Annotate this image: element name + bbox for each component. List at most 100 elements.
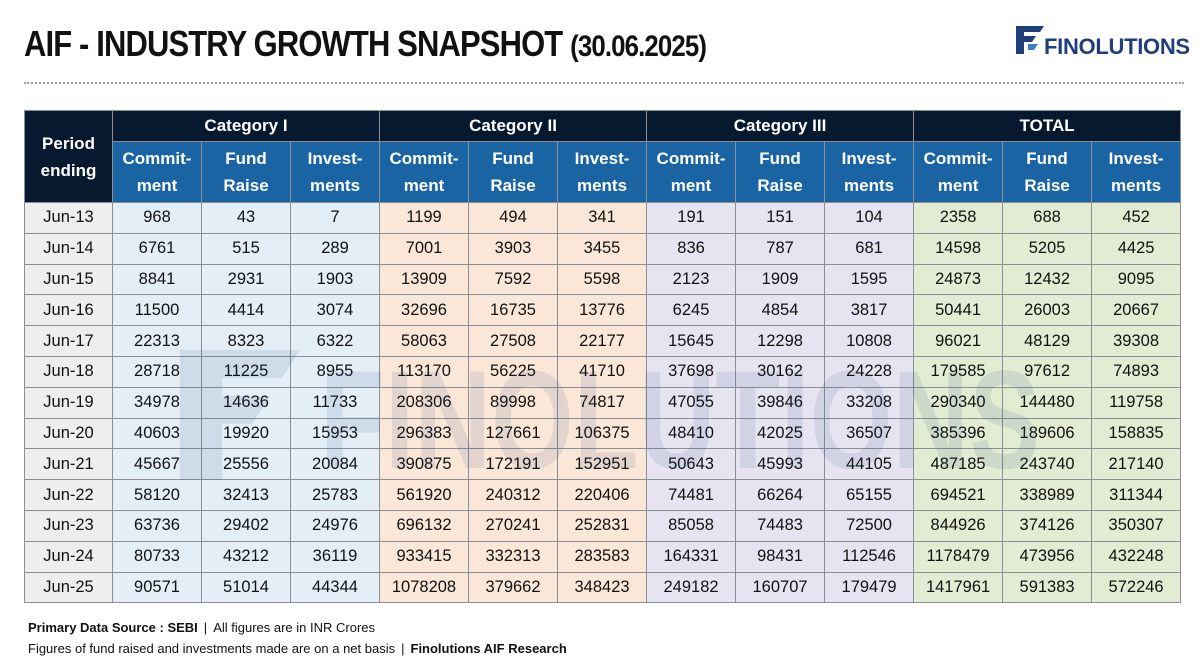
cat1-commitment-cell: 968 xyxy=(112,202,202,234)
cat3-commitment-cell: 836 xyxy=(646,232,737,265)
cat3-fund-raise-cell: 4854 xyxy=(735,294,826,327)
cat2-investments-cell: 348423 xyxy=(556,571,648,604)
total-commitment-header: Commit-ment xyxy=(913,141,1004,203)
cat3-fund-raise-cell: 787 xyxy=(735,232,826,265)
total-commitment-cell: 14598 xyxy=(913,232,1004,265)
subheader-line: ment xyxy=(670,176,712,195)
cat2-fund-raise-cell: 240312 xyxy=(468,479,558,511)
cat3-fund-raise-cell: 42025 xyxy=(735,417,826,450)
period-header-line-1: Period xyxy=(42,133,95,153)
total-investments-cell: 158835 xyxy=(1091,417,1182,450)
cat1-fund-raise-cell: 29402 xyxy=(201,509,291,542)
cat2-fund-raise-cell: 270241 xyxy=(468,509,558,542)
cat3-investments-cell: 1595 xyxy=(824,263,915,296)
cat1-investments-cell: 44344 xyxy=(290,571,380,604)
cat3-investments-cell: 72500 xyxy=(824,509,915,542)
cat1-fund-raise-cell: 43 xyxy=(201,202,291,234)
total-commitment-cell: 1178479 xyxy=(913,540,1004,573)
total-investments-cell: 350307 xyxy=(1091,509,1182,542)
cat1-commitment-cell: 28718 xyxy=(112,355,202,388)
cat3-fund-raise-cell: 98431 xyxy=(735,540,826,573)
cat1-fund-raise-cell: 32413 xyxy=(201,479,291,511)
cat3-commitment-cell: 2123 xyxy=(646,263,737,296)
total-fund-raise-cell: 97612 xyxy=(1002,355,1093,388)
table-row: Jun-22 58120 32413 25783 561920 240312 220406 7… xyxy=(24,479,1182,511)
table-row: Jun-24 80733 43212 36119 933415 332313 283583 1… xyxy=(24,540,1182,573)
period-cell: Jun-14 xyxy=(24,232,113,265)
cat2-fund-raise-cell: 332313 xyxy=(468,540,558,573)
total-investments-cell: 74893 xyxy=(1091,355,1182,388)
title-date: (30.06.2025) xyxy=(570,30,707,63)
table-row: Jun-25 90571 51014 44344 1078208 379662 348423… xyxy=(24,571,1182,604)
period-header-line-2: ending xyxy=(40,160,97,180)
cat2-investments-cell: 220406 xyxy=(556,479,648,511)
table-row: Jun-15 8841 2931 1903 13909 7592 5598 2123 1909 1… xyxy=(24,263,1182,296)
period-cell: Jun-17 xyxy=(24,325,113,357)
cat2-commitment-header: Commit-ment xyxy=(379,141,469,203)
aif-growth-table: Period ending Category I Category II Cat… xyxy=(24,110,1182,604)
table-row: Jun-14 6761 515 289 7001 3903 3455 836 787 681 145… xyxy=(24,232,1182,265)
subheader-line: Invest- xyxy=(574,149,630,168)
period-header: Period ending xyxy=(24,110,113,203)
cat1-fund-raise-cell: 2931 xyxy=(201,263,291,296)
cat1-investments-header: Invest-ments xyxy=(290,141,380,203)
cat2-commitment-cell: 296383 xyxy=(379,417,469,450)
period-cell: Jun-13 xyxy=(24,202,113,234)
table-row: Jun-19 34978 14636 11733 208306 89998 74817 470… xyxy=(24,386,1182,419)
cat1-commitment-cell: 90571 xyxy=(112,571,202,604)
period-cell: Jun-23 xyxy=(24,509,113,542)
subheader-line: ment xyxy=(403,176,445,195)
cat3-commitment-cell: 37698 xyxy=(646,355,737,388)
research-label: Finolutions AIF Research xyxy=(410,641,567,656)
cat2-fund-raise-cell: 127661 xyxy=(468,417,558,450)
total-header: TOTAL xyxy=(913,110,1182,142)
cat3-commitment-cell: 191 xyxy=(646,202,737,234)
cat2-investments-cell: 41710 xyxy=(556,355,648,388)
basis-note: Figures of fund raised and investments m… xyxy=(28,641,396,656)
cat3-commitment-cell: 85058 xyxy=(646,509,737,542)
total-fund-raise-cell: 144480 xyxy=(1002,386,1093,419)
subheader-line: Fund xyxy=(492,149,534,168)
total-commitment-cell: 179585 xyxy=(913,355,1004,388)
footer-separator: | xyxy=(203,620,208,635)
table-body: Jun-13 968 43 7 1199 494 341 191 151 104 2358 688 45… xyxy=(24,202,1182,604)
cat2-investments-cell: 5598 xyxy=(556,263,648,296)
cat1-investments-cell: 20084 xyxy=(290,448,380,481)
cat3-investments-cell: 33208 xyxy=(824,386,915,419)
subheader-line: Commit- xyxy=(656,149,726,168)
total-investments-cell: 20667 xyxy=(1091,294,1182,327)
cat1-investments-cell: 3074 xyxy=(290,294,380,327)
total-investments-cell: 217140 xyxy=(1091,448,1182,481)
total-fund-raise-cell: 688 xyxy=(1002,202,1093,234)
cat3-commitment-cell: 47055 xyxy=(646,386,737,419)
table-row: Jun-18 28718 11225 8955 113170 56225 41710 3769… xyxy=(24,355,1182,388)
cat1-investments-cell: 8955 xyxy=(290,355,380,388)
cat3-fund-raise-cell: 45993 xyxy=(735,448,826,481)
subheader-line: Raise xyxy=(490,176,536,195)
cat3-investments-cell: 65155 xyxy=(824,479,915,511)
cat2-commitment-cell: 58063 xyxy=(379,325,469,357)
cat2-commitment-cell: 13909 xyxy=(379,263,469,296)
cat1-fund-raise-cell: 4414 xyxy=(201,294,291,327)
cat2-commitment-cell: 696132 xyxy=(379,509,469,542)
total-commitment-cell: 694521 xyxy=(913,479,1004,511)
cat1-fund-raise-cell: 11225 xyxy=(201,355,291,388)
total-commitment-cell: 487185 xyxy=(913,448,1004,481)
total-fund-raise-cell: 48129 xyxy=(1002,325,1093,357)
cat1-commitment-cell: 63736 xyxy=(112,509,202,542)
subheader-line: ments xyxy=(844,176,895,195)
subheader-line: ments xyxy=(309,176,361,195)
total-investments-cell: 119758 xyxy=(1091,386,1182,419)
cat2-fund-raise-cell: 7592 xyxy=(468,263,558,296)
cat2-investments-cell: 341 xyxy=(556,202,648,234)
finolutions-logo-icon xyxy=(1016,26,1044,54)
total-investments-cell: 452 xyxy=(1091,202,1182,234)
total-commitment-cell: 96021 xyxy=(913,325,1004,357)
cat1-investments-cell: 11733 xyxy=(290,386,380,419)
cat1-commitment-header: Commit-ment xyxy=(112,141,202,203)
subheader-line: Fund xyxy=(1026,149,1068,168)
total-fund-raise-cell: 189606 xyxy=(1002,417,1093,450)
cat2-fund-raise-cell: 16735 xyxy=(468,294,558,327)
total-fund-raise-cell: 243740 xyxy=(1002,448,1093,481)
cat3-investments-cell: 44105 xyxy=(824,448,915,481)
